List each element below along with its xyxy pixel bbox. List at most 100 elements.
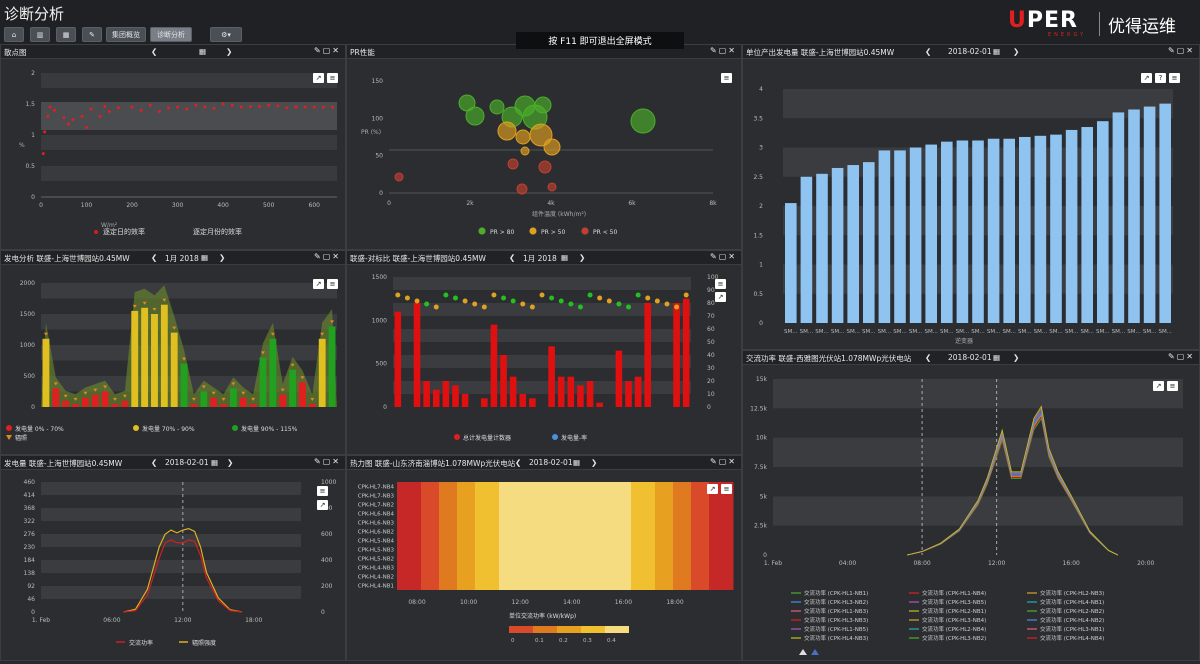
prev-icon[interactable]: ❮: [925, 353, 932, 362]
next-icon[interactable]: ❯: [1013, 47, 1020, 56]
chart-type-icon[interactable]: ↗: [1153, 381, 1164, 391]
next-icon[interactable]: ❯: [226, 47, 233, 56]
bar: [878, 150, 891, 323]
rate-point: [404, 295, 410, 301]
menu-icon[interactable]: ≡: [715, 279, 726, 289]
chart-type-icon[interactable]: ↗: [313, 73, 324, 83]
y-tick-label: 1000: [20, 342, 35, 349]
next-icon[interactable]: ❯: [591, 458, 598, 467]
bar: [490, 324, 498, 407]
bar: [1143, 106, 1156, 323]
bar: [1050, 134, 1062, 323]
home-button[interactable]: ⌂: [4, 27, 24, 42]
date-label[interactable]: 1月 2018: [165, 254, 199, 263]
prev-icon[interactable]: ❮: [151, 253, 158, 262]
scatter-point: [330, 105, 334, 109]
group-overview-button[interactable]: 集团概览: [106, 27, 146, 42]
date-label[interactable]: 2018-02-01: [948, 47, 992, 56]
menu-icon[interactable]: ≡: [721, 73, 732, 83]
panel-tools[interactable]: ✎▢✕: [1168, 352, 1195, 361]
chart-type-icon[interactable]: ↗: [1141, 73, 1152, 83]
next-icon[interactable]: ❯: [1013, 353, 1020, 362]
y-tick-label: 0: [31, 194, 35, 201]
heat-cell: [529, 482, 536, 590]
calendar-button[interactable]: ▦: [56, 27, 76, 42]
chart-button[interactable]: ▥: [30, 27, 50, 42]
bar: [141, 307, 149, 407]
grid-band: [773, 379, 1183, 409]
help-icon[interactable]: ?: [1155, 73, 1166, 83]
calendar-icon[interactable]: ▦: [993, 47, 1001, 56]
legend-item: 交流功率 (CPK-HL1-NB3): [804, 607, 868, 615]
prev-icon[interactable]: ❮: [515, 458, 522, 467]
calendar-icon[interactable]: ▦: [199, 47, 207, 56]
chart-type-icon[interactable]: ↗: [313, 279, 324, 289]
bar: [500, 355, 507, 407]
calendar-icon[interactable]: ▦: [211, 458, 219, 467]
heat-cell: [685, 482, 692, 590]
prev-icon[interactable]: ❮: [509, 253, 516, 262]
ac-series: [907, 406, 1118, 556]
menu-icon[interactable]: ≡: [1167, 381, 1178, 391]
legend-item: 交流功率 (CPK-HL4-NB4): [1040, 634, 1104, 642]
panel-tools[interactable]: ✎▢✕: [314, 46, 341, 55]
prev-icon[interactable]: ❮: [151, 458, 158, 467]
chart-type-icon[interactable]: ↗: [715, 292, 726, 302]
irradiance-marker: [221, 397, 226, 401]
irradiance-line: [123, 527, 243, 613]
irradiance-marker: [53, 382, 58, 386]
scale-swatch: [581, 626, 605, 633]
settings-wrench-button[interactable]: ✎: [82, 27, 102, 42]
next-icon[interactable]: ❯: [579, 253, 586, 262]
x-tick-label: SM...: [987, 329, 1001, 335]
scatter-point: [71, 118, 75, 121]
panel-tools[interactable]: ✎▢✕: [314, 252, 341, 261]
chart-type-icon[interactable]: ↗: [317, 500, 328, 510]
date-label[interactable]: 2018-02-01: [165, 458, 209, 467]
menu-icon[interactable]: ≡: [327, 279, 338, 289]
panel-tools[interactable]: ✎▢✕: [710, 252, 737, 261]
menu-icon[interactable]: ≡: [1169, 73, 1180, 83]
date-label[interactable]: 2018-02-01: [948, 353, 992, 362]
y-tick-label: 322: [24, 518, 36, 525]
bar: [328, 326, 336, 407]
prev-icon[interactable]: ❮: [925, 47, 932, 56]
scatter-point: [148, 103, 152, 107]
calendar-icon[interactable]: ▦: [993, 353, 1001, 362]
panel-tools[interactable]: ✎▢✕: [710, 46, 737, 55]
prev-icon[interactable]: ❮: [151, 47, 158, 56]
menu-icon[interactable]: ≡: [317, 486, 328, 496]
y-tick-label: 400: [321, 557, 333, 564]
diagnosis-button[interactable]: 诊断分析: [150, 27, 192, 42]
pr-bubble: [543, 138, 561, 156]
panel-tools[interactable]: ✎▢✕: [314, 457, 341, 466]
y-tick-label: 60: [707, 326, 715, 333]
y-tick-label: 0: [763, 552, 767, 559]
calendar-icon[interactable]: ▦: [573, 458, 581, 467]
panel-ac-power: 交流功率 联盛-西雅图光伏站1.078MWp光伏电站 ❮ 2018-02-01 …: [742, 350, 1200, 661]
y-tick-label: 1500: [372, 274, 387, 281]
menu-icon[interactable]: ≡: [327, 73, 338, 83]
bar: [1019, 136, 1031, 323]
ac-series: [907, 405, 1118, 556]
panel-title: 热力图 联盛-山东济南淄博站1.078MWp光伏电站: [350, 459, 516, 468]
calendar-icon[interactable]: ▦: [561, 253, 569, 262]
heat-cell: [427, 482, 434, 590]
panel-tools[interactable]: ✎▢✕: [710, 457, 737, 466]
chart-type-icon[interactable]: ↗: [707, 484, 718, 494]
x-tick-label: 08:00: [408, 599, 425, 606]
date-label[interactable]: 2018-02-01: [529, 458, 573, 467]
panel-tools[interactable]: ✎▢✕: [1168, 46, 1195, 55]
heat-cell: [727, 482, 734, 590]
next-icon[interactable]: ❯: [227, 458, 234, 467]
gear-menu-button[interactable]: ⚙▾: [210, 27, 242, 42]
menu-icon[interactable]: ≡: [721, 484, 732, 494]
bar: [442, 381, 450, 407]
date-label[interactable]: 1月 2018: [523, 254, 557, 263]
legend-rate: 发电量-率: [561, 434, 587, 442]
y-tick-label: 1500: [20, 311, 35, 318]
calendar-icon[interactable]: ▦: [201, 253, 209, 262]
next-icon[interactable]: ❯: [219, 253, 226, 262]
heat-cell: [697, 482, 704, 590]
